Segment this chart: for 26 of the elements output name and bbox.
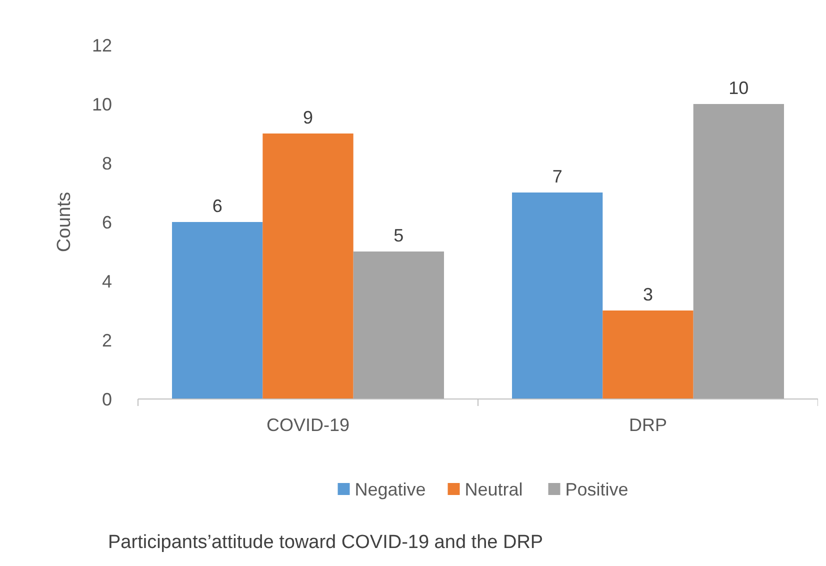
- bar: [693, 104, 784, 399]
- bar: [262, 134, 354, 399]
- x-tick-label: COVID-19: [266, 415, 350, 435]
- data-label: 3: [642, 284, 654, 304]
- y-tick-label: 4: [102, 271, 112, 292]
- bar: [602, 310, 694, 399]
- y-tick-label: 0: [102, 389, 112, 410]
- legend-label: Positive: [565, 479, 628, 500]
- bar: [353, 252, 444, 399]
- y-axis-title: Counts: [54, 192, 75, 252]
- y-tick-label: 8: [102, 153, 112, 174]
- bar: [172, 222, 263, 399]
- data-label: 10: [728, 78, 749, 98]
- y-tick-label: 12: [92, 35, 112, 56]
- data-label: 6: [212, 196, 222, 216]
- bar: [512, 192, 603, 399]
- data-label: 7: [552, 166, 562, 186]
- data-label: 5: [394, 226, 404, 246]
- y-tick-label: 10: [92, 94, 112, 114]
- x-tick-label: DRP: [628, 415, 668, 435]
- y-tick-label: 2: [102, 330, 112, 350]
- data-label: 9: [302, 108, 314, 128]
- y-tick-label: 6: [102, 212, 112, 232]
- text: Participants’attitude toward COVID-19 and the DRP: [108, 532, 544, 553]
- legend-label: Neutral: [464, 479, 523, 500]
- legend-label: Negative: [354, 479, 426, 500]
